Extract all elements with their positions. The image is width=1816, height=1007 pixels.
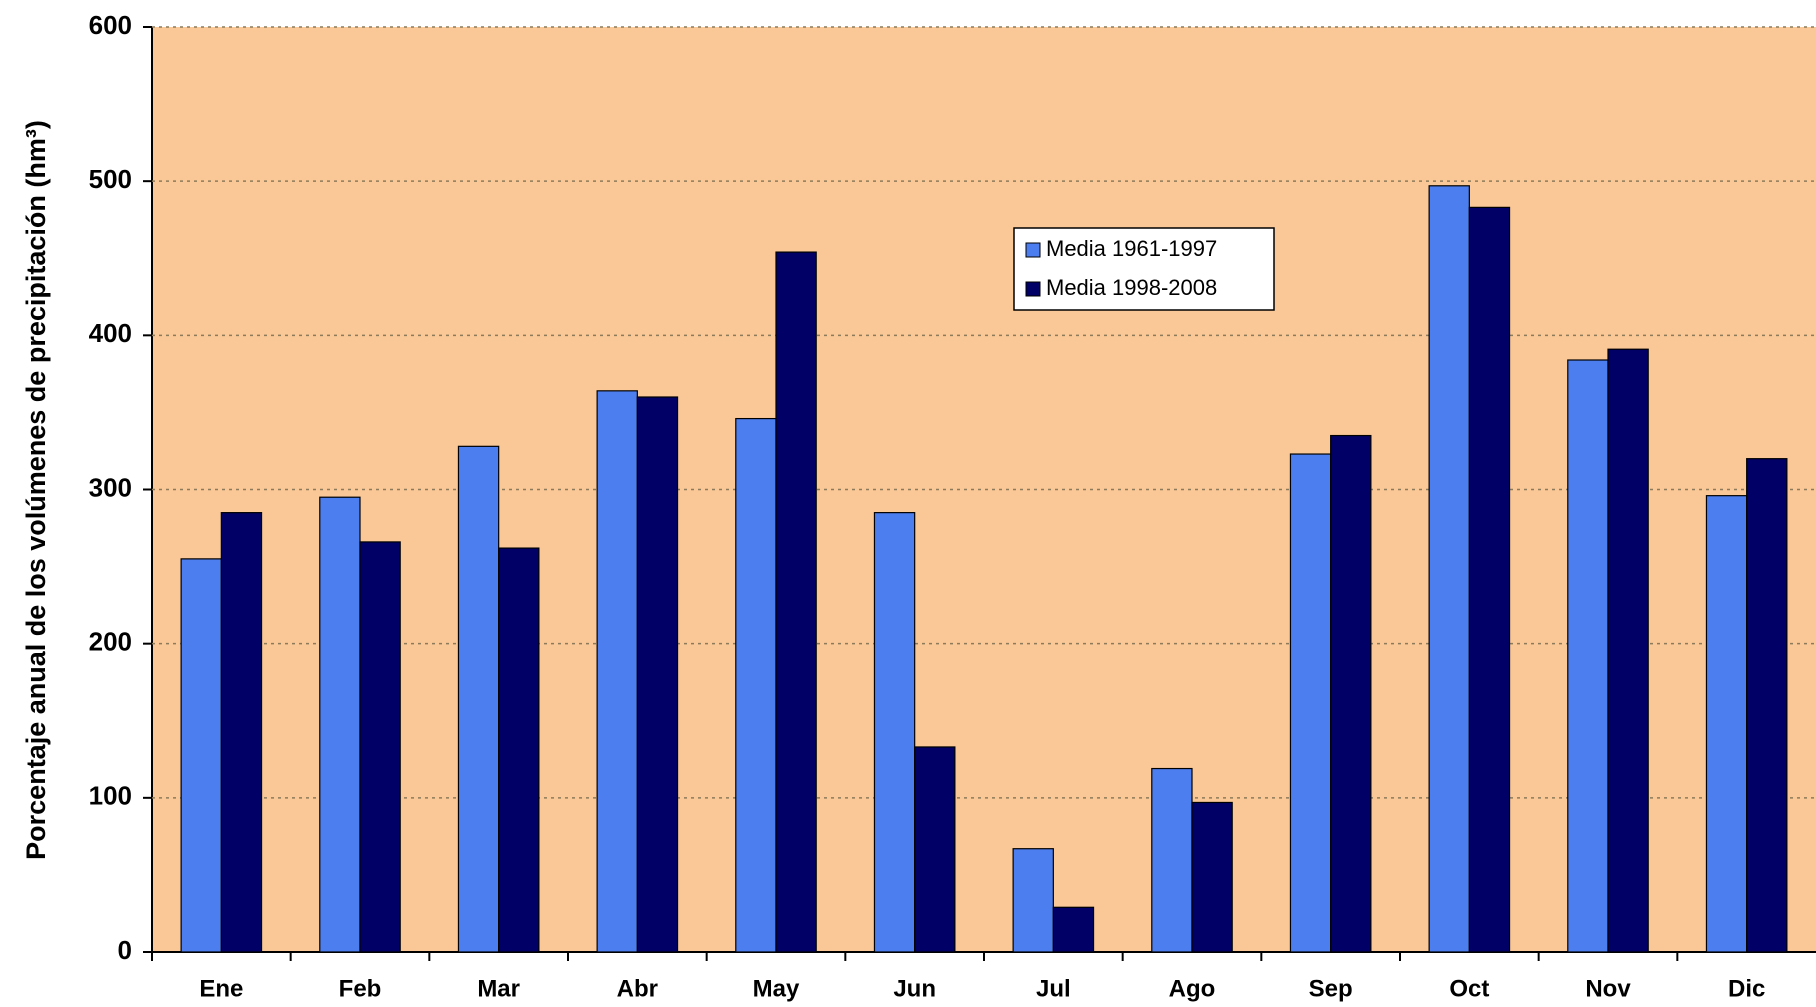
bar [359, 541, 401, 953]
x-tick-label: Sep [1309, 975, 1353, 1002]
y-tick-label: 0 [118, 935, 132, 965]
x-tick-label: Ene [199, 975, 243, 1002]
x-tick-label: Oct [1449, 975, 1489, 1002]
x-tick-label: May [753, 975, 800, 1002]
legend-swatch [1025, 242, 1041, 258]
bar [596, 390, 638, 953]
y-tick-label: 600 [89, 10, 132, 40]
legend-label: Media 1998-2008 [1046, 275, 1217, 300]
bar [1746, 458, 1788, 953]
bar [1567, 359, 1609, 953]
bar [319, 496, 361, 953]
x-tick-label: Nov [1585, 975, 1631, 1002]
y-tick-label: 500 [89, 164, 132, 194]
bar [1012, 848, 1054, 953]
legend-swatch [1025, 281, 1041, 297]
bar [873, 512, 916, 953]
bar [914, 746, 956, 953]
bar [636, 396, 679, 953]
bar [498, 547, 540, 953]
x-tick-label: Abr [617, 975, 658, 1002]
x-tick-label: Dic [1728, 975, 1765, 1002]
bar [775, 251, 817, 953]
y-tick-label: 100 [89, 781, 132, 811]
bar [1428, 185, 1470, 953]
bar [1705, 495, 1748, 953]
y-axis-label: Porcentaje anual de los volúmenes de pre… [21, 120, 51, 860]
legend-label: Media 1961-1997 [1046, 236, 1217, 261]
bar [735, 417, 777, 953]
x-tick-label: Jun [893, 975, 936, 1002]
bar [180, 558, 222, 953]
bar [1330, 434, 1372, 953]
x-tick-label: Jul [1036, 975, 1071, 1002]
y-tick-label: 300 [89, 472, 132, 502]
bar [457, 445, 500, 953]
bar [1151, 767, 1193, 953]
bar [1607, 348, 1649, 953]
bar [1052, 906, 1095, 953]
bar [1191, 801, 1233, 953]
y-tick-label: 200 [89, 627, 132, 657]
x-tick-label: Ago [1169, 975, 1216, 1002]
x-tick-label: Mar [477, 975, 520, 1002]
bar [220, 512, 263, 953]
legend-box [1013, 227, 1275, 311]
x-tick-label: Feb [339, 975, 382, 1002]
bar [1289, 453, 1332, 953]
bar [1468, 206, 1511, 953]
y-tick-label: 400 [89, 318, 132, 348]
